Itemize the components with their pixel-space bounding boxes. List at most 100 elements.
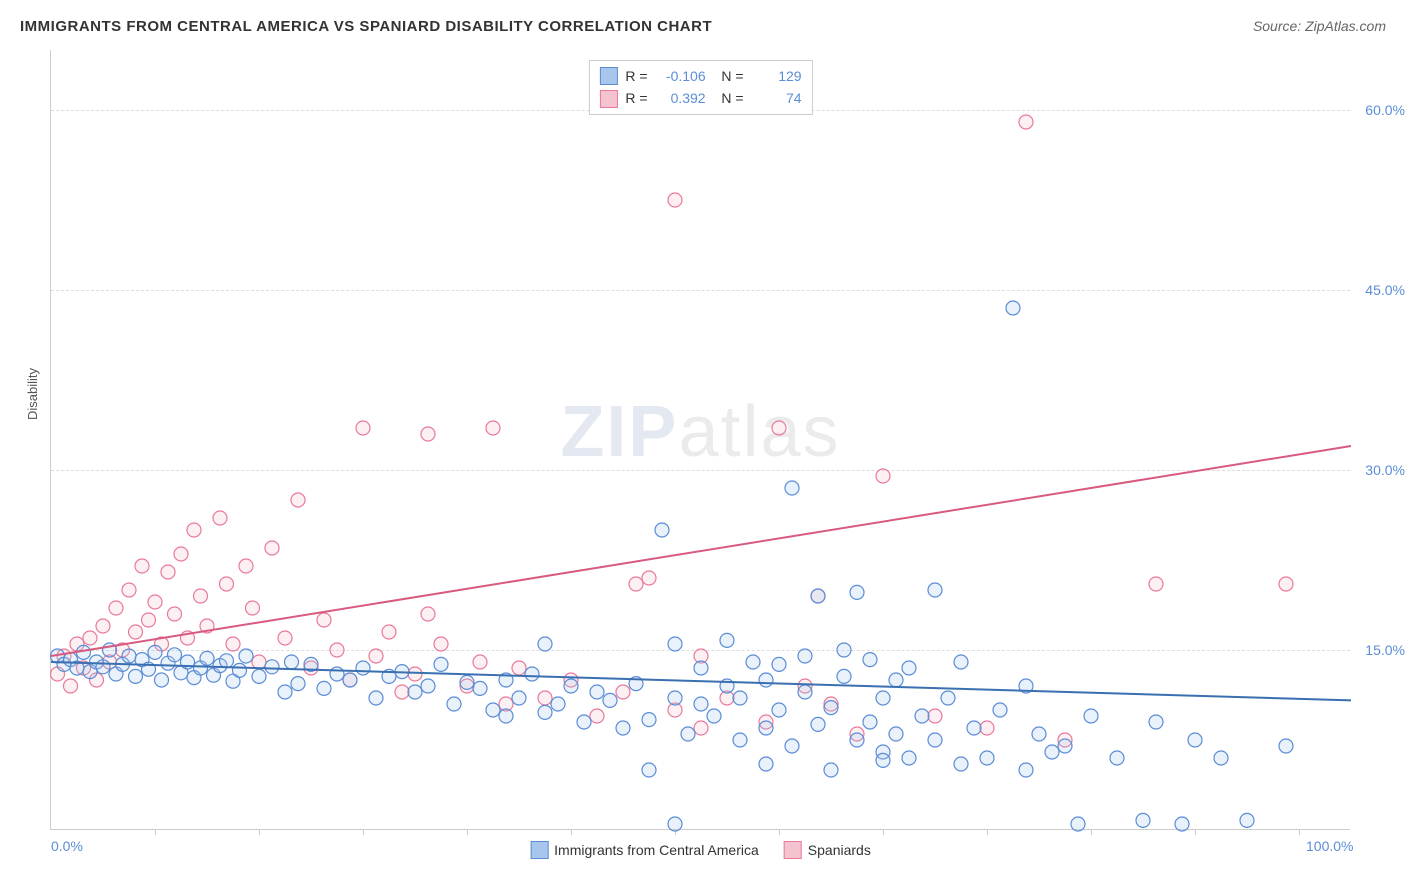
scatter-point [980, 721, 994, 735]
r-value-2: 0.392 [656, 87, 706, 109]
scatter-point [408, 685, 422, 699]
scatter-point [64, 679, 78, 693]
y-tick-label: 45.0% [1365, 282, 1405, 298]
scatter-point [720, 633, 734, 647]
scatter-point [1188, 733, 1202, 747]
scatter-point [317, 681, 331, 695]
scatter-point [168, 648, 182, 662]
legend-swatch-pink [599, 90, 617, 108]
scatter-point [928, 733, 942, 747]
scatter-point [733, 733, 747, 747]
scatter-point [317, 613, 331, 627]
scatter-point [291, 493, 305, 507]
scatter-point [83, 631, 97, 645]
scatter-point [746, 655, 760, 669]
scatter-point [174, 547, 188, 561]
scatter-point [1032, 727, 1046, 741]
y-tick-label: 60.0% [1365, 102, 1405, 118]
scatter-point [772, 421, 786, 435]
scatter-point [668, 817, 682, 831]
scatter-point [993, 703, 1007, 717]
scatter-point [616, 685, 630, 699]
x-tick-mark [259, 829, 260, 835]
x-tick-mark [1299, 829, 1300, 835]
legend-row-series2: R = 0.392 N = 74 [599, 87, 801, 109]
scatter-point [1110, 751, 1124, 765]
correlation-legend: R = -0.106 N = 129 R = 0.392 N = 74 [588, 60, 812, 115]
scatter-point [876, 469, 890, 483]
x-tick-mark [1091, 829, 1092, 835]
y-axis-label: Disability [25, 368, 40, 420]
trend-line [51, 446, 1351, 656]
scatter-point [142, 613, 156, 627]
scatter-point [343, 673, 357, 687]
scatter-point [629, 577, 643, 591]
scatter-point [889, 727, 903, 741]
scatter-point [278, 631, 292, 645]
x-tick-label: 0.0% [51, 838, 83, 854]
scatter-point [220, 654, 234, 668]
scatter-point [356, 661, 370, 675]
scatter-point [285, 655, 299, 669]
scatter-point [356, 421, 370, 435]
scatter-point [889, 673, 903, 687]
r-label: R = [625, 87, 647, 109]
scatter-point [642, 571, 656, 585]
scatter-point [168, 607, 182, 621]
scatter-point [382, 625, 396, 639]
scatter-point [220, 577, 234, 591]
x-tick-mark [467, 829, 468, 835]
scatter-point [330, 643, 344, 657]
scatter-plot-svg [51, 50, 1350, 829]
scatter-point [967, 721, 981, 735]
scatter-point [694, 661, 708, 675]
scatter-point [668, 691, 682, 705]
scatter-point [1058, 739, 1072, 753]
scatter-point [148, 595, 162, 609]
n-value-1: 129 [752, 65, 802, 87]
scatter-point [239, 559, 253, 573]
scatter-point [421, 607, 435, 621]
scatter-point [863, 653, 877, 667]
scatter-point [226, 637, 240, 651]
source-attribution: Source: ZipAtlas.com [1253, 18, 1386, 34]
scatter-point [1006, 301, 1020, 315]
scatter-point [694, 721, 708, 735]
scatter-point [876, 753, 890, 767]
x-tick-mark [155, 829, 156, 835]
scatter-point [187, 523, 201, 537]
scatter-point [603, 693, 617, 707]
scatter-point [1240, 813, 1254, 827]
scatter-point [759, 721, 773, 735]
scatter-point [96, 660, 110, 674]
scatter-point [850, 733, 864, 747]
legend-label-spaniards: Spaniards [808, 842, 871, 858]
scatter-point [395, 685, 409, 699]
scatter-point [246, 601, 260, 615]
x-tick-mark [1195, 829, 1196, 835]
scatter-point [538, 691, 552, 705]
y-tick-label: 15.0% [1365, 642, 1405, 658]
scatter-point [577, 715, 591, 729]
scatter-point [1149, 577, 1163, 591]
scatter-point [155, 673, 169, 687]
y-tick-label: 30.0% [1365, 462, 1405, 478]
scatter-point [772, 703, 786, 717]
scatter-point [369, 691, 383, 705]
n-label: N = [714, 87, 744, 109]
scatter-point [200, 651, 214, 665]
scatter-point [1019, 115, 1033, 129]
scatter-point [915, 709, 929, 723]
legend-swatch-blue [530, 841, 548, 859]
scatter-point [538, 705, 552, 719]
scatter-point [512, 661, 526, 675]
scatter-point [1214, 751, 1228, 765]
scatter-point [1071, 817, 1085, 831]
scatter-point [122, 649, 136, 663]
scatter-point [772, 657, 786, 671]
scatter-point [954, 655, 968, 669]
scatter-point [902, 751, 916, 765]
scatter-point [499, 709, 513, 723]
scatter-point [616, 721, 630, 735]
scatter-point [161, 565, 175, 579]
